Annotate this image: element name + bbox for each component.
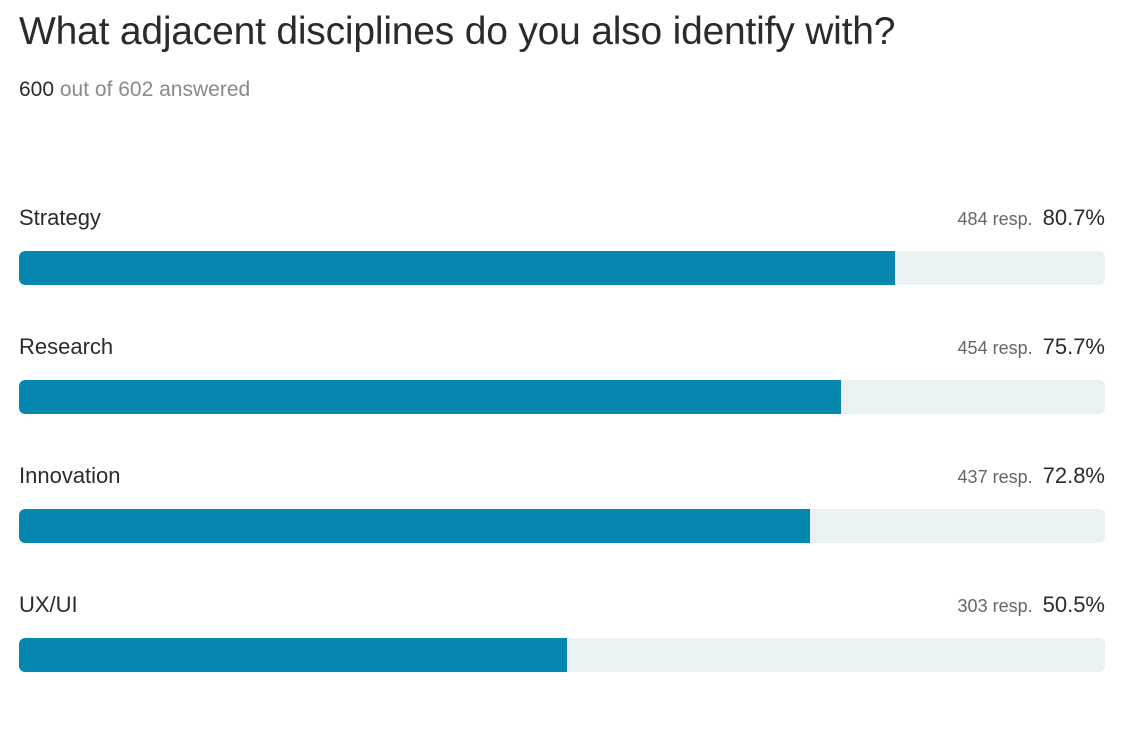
bar-percent-label: 80.7%: [1042, 205, 1105, 230]
bar-response-count: 454 resp.: [957, 338, 1033, 358]
question-title: What adjacent disciplines do you also id…: [19, 10, 896, 53]
bar-category-label: UX/UI: [19, 592, 78, 617]
bar-track: [19, 380, 1105, 414]
answered-summary: 600 out of 602 answered: [19, 78, 250, 102]
horizontal-bar-chart: Strategy 484 resp. 80.7% Research 454 resp. 7…: [19, 0, 1105, 732]
bar-fill: [19, 380, 841, 414]
bar-response-count: 484 resp.: [957, 209, 1033, 229]
answered-total: out of 602 answered: [54, 78, 251, 101]
bar-stats: 437 resp. 72.8%: [958, 463, 1105, 489]
bar-track: [19, 509, 1105, 543]
answered-count: 600: [19, 78, 55, 101]
bar-response-count: 437 resp.: [957, 467, 1033, 487]
bar-track: [19, 251, 1105, 285]
bar-stats: 484 resp. 80.7%: [958, 205, 1105, 231]
bar-fill: [19, 251, 895, 285]
bar-percent-label: 50.5%: [1042, 592, 1105, 617]
bar-stats: 454 resp. 75.7%: [958, 334, 1105, 360]
bar-percent-label: 72.8%: [1042, 463, 1105, 488]
bar-category-label: Innovation: [19, 463, 121, 488]
bar-category-label: Strategy: [19, 205, 101, 230]
bar-row: Research 454 resp. 75.7%: [19, 334, 1105, 434]
bar-stats: 303 resp. 50.5%: [958, 592, 1105, 618]
bar-track: [19, 638, 1105, 672]
bar-fill: [19, 638, 567, 672]
bar-percent-label: 75.7%: [1042, 334, 1105, 359]
bar-row: UX/UI 303 resp. 50.5%: [19, 592, 1105, 692]
bar-row: Strategy 484 resp. 80.7%: [19, 205, 1105, 305]
bar-response-count: 303 resp.: [957, 596, 1033, 616]
bar-category-label: Research: [19, 334, 114, 359]
bar-row: Innovation 437 resp. 72.8%: [19, 463, 1105, 563]
bar-fill: [19, 509, 810, 543]
